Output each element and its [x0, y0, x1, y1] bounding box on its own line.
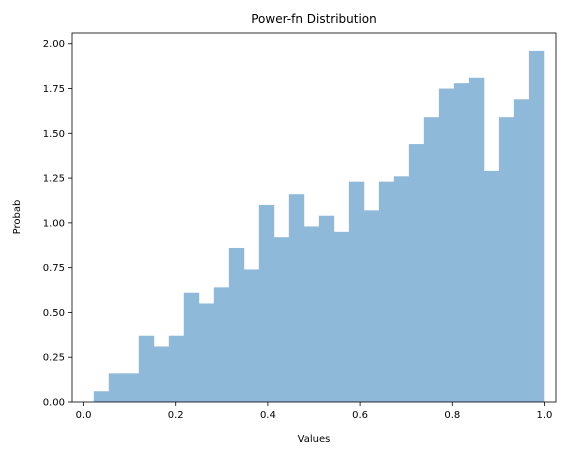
- histogram-bar: [528, 50, 545, 402]
- histogram-bar: [318, 215, 335, 402]
- x-tick-label: 0.8: [444, 410, 460, 421]
- x-tick-label: 0.2: [168, 410, 184, 421]
- histogram-bar: [363, 210, 380, 402]
- histogram-bar: [393, 176, 410, 402]
- x-tick-label: 0.4: [260, 410, 276, 421]
- histogram-bar: [333, 231, 350, 402]
- histogram-bar: [438, 88, 455, 402]
- histogram-bar: [108, 373, 125, 402]
- histogram-bar: [348, 181, 365, 402]
- histogram-bar: [423, 117, 440, 402]
- histogram-bar: [228, 247, 245, 402]
- histogram-bar: [153, 346, 170, 402]
- y-tick-label: 0.50: [43, 308, 65, 319]
- y-tick-label: 0.75: [43, 263, 65, 274]
- y-tick-label: 1.50: [43, 129, 65, 140]
- histogram-bar: [123, 373, 140, 402]
- x-axis: 0.0 0.2 0.4 0.6 0.8 1.0: [76, 402, 553, 421]
- histogram-bar: [483, 170, 500, 402]
- histogram-bar: [93, 391, 110, 402]
- histogram-bar: [168, 335, 185, 402]
- histogram-bar: [213, 287, 230, 402]
- x-axis-title: Values: [298, 434, 331, 445]
- x-tick-label: 0.6: [352, 410, 368, 421]
- y-axis: 0.00 0.25 0.50 0.75 1.00 1.25 1.50 1.75 2.00: [43, 39, 72, 409]
- x-tick-label: 1.0: [537, 410, 553, 421]
- plot-frame: [71, 32, 557, 403]
- histogram-bar: [198, 303, 215, 402]
- y-tick-label: 1.75: [43, 84, 65, 95]
- y-tick-label: 1.00: [43, 218, 65, 229]
- histogram-bar: [138, 335, 155, 402]
- histogram-bar: [468, 77, 485, 402]
- x-tick-label: 0.0: [76, 410, 92, 421]
- histogram-bar: [243, 269, 260, 402]
- y-tick-label: 0.25: [43, 353, 65, 364]
- histogram-bar: [273, 237, 290, 402]
- histogram-bar: [258, 204, 275, 402]
- histogram-bar: [288, 194, 305, 402]
- y-axis-title: Probab: [12, 200, 23, 235]
- y-tick-label: 2.00: [43, 39, 65, 50]
- chart-title: Power-fn Distribution: [251, 12, 377, 26]
- histogram-bar: [408, 144, 425, 402]
- histogram-bar: [453, 83, 470, 402]
- histogram-bar: [378, 181, 395, 402]
- y-tick-label: 0.00: [43, 398, 65, 409]
- bars-group: [93, 50, 545, 402]
- histogram-bar: [183, 292, 200, 402]
- histogram-bar: [513, 99, 530, 402]
- y-tick-label: 1.25: [43, 174, 65, 185]
- histogram-bar: [303, 226, 320, 402]
- histogram-bar: [498, 117, 515, 402]
